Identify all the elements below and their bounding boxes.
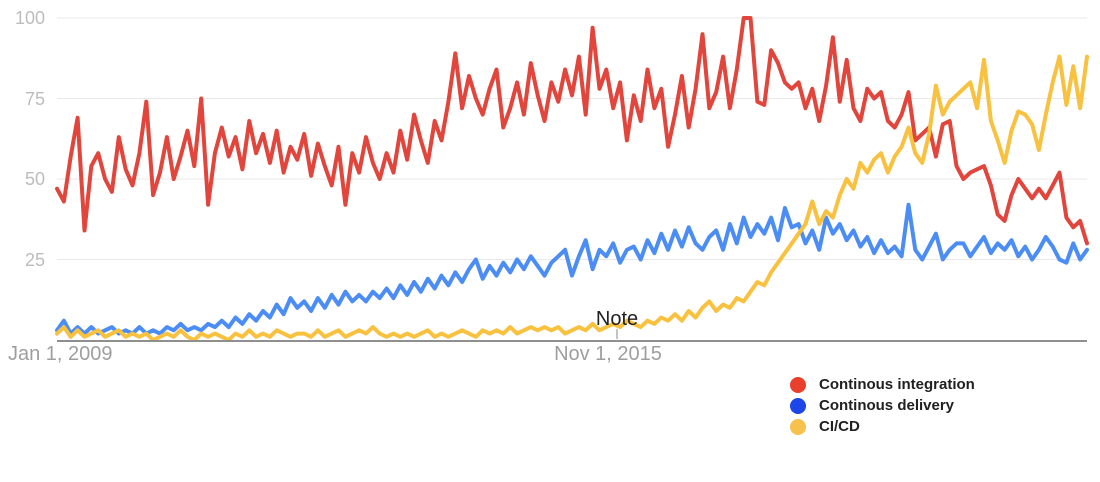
legend-item-cicd: CI/CD bbox=[790, 416, 975, 437]
legend: Continous integration Continous delivery… bbox=[790, 374, 975, 437]
legend-swatch-icon bbox=[790, 376, 806, 393]
y-axis-label-50: 50 bbox=[24, 169, 45, 189]
x-axis-label-mid: Nov 1, 2015 bbox=[554, 343, 662, 365]
series-line-ci-cd[interactable] bbox=[55, 54, 1089, 342]
y-axis-label-100: 100 bbox=[14, 8, 45, 28]
x-axis-label-start: Jan 1, 2009 bbox=[8, 343, 113, 365]
legend-item-label: CI/CD bbox=[819, 418, 860, 435]
legend-swatch-icon bbox=[790, 418, 806, 435]
y-axis-label-75: 75 bbox=[24, 88, 45, 109]
chart-canvas[interactable] bbox=[0, 0, 1100, 350]
y-axis-label-25: 25 bbox=[24, 249, 45, 270]
legend-item-label: Continous delivery bbox=[819, 397, 955, 414]
legend-item-continous-integration: Continous integration bbox=[790, 374, 975, 395]
legend-item-continous-delivery: Continous delivery bbox=[790, 395, 975, 416]
legend-swatch-icon bbox=[790, 397, 806, 414]
series-line-continous-integration[interactable] bbox=[55, 16, 1089, 246]
note-marker[interactable]: Note bbox=[595, 308, 639, 330]
series-line-continous-delivery[interactable] bbox=[55, 202, 1089, 336]
legend-item-label: Continous integration bbox=[819, 376, 975, 393]
